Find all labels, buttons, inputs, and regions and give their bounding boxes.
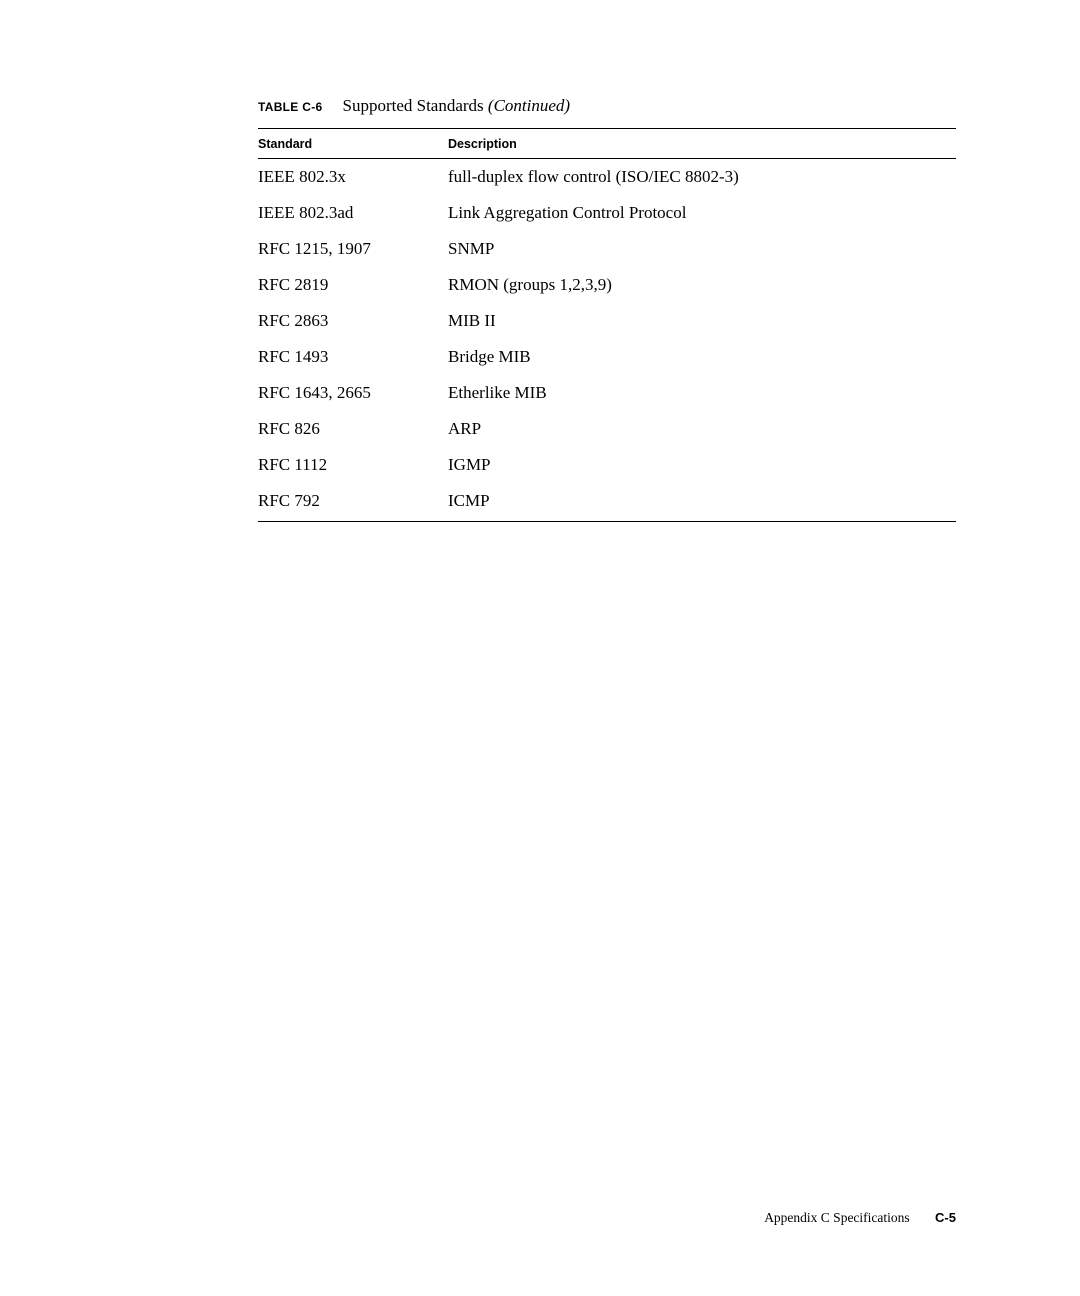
- table-row: RFC 1493 Bridge MIB: [258, 339, 956, 375]
- table-title-continued: (Continued): [488, 96, 570, 115]
- cell-standard: RFC 1215, 1907: [258, 231, 448, 267]
- table-row: IEEE 802.3x full-duplex flow control (IS…: [258, 159, 956, 196]
- cell-standard: RFC 1112: [258, 447, 448, 483]
- table-row: RFC 1112 IGMP: [258, 447, 956, 483]
- cell-description: SNMP: [448, 231, 956, 267]
- table-label: TABLE C-6: [258, 100, 322, 114]
- cell-standard: RFC 826: [258, 411, 448, 447]
- cell-description: IGMP: [448, 447, 956, 483]
- table-row: IEEE 802.3ad Link Aggregation Control Pr…: [258, 195, 956, 231]
- cell-description: full-duplex flow control (ISO/IEC 8802-3…: [448, 159, 956, 196]
- cell-standard: IEEE 802.3x: [258, 159, 448, 196]
- page-content: TABLE C-6 Supported Standards (Continued…: [0, 0, 1080, 522]
- cell-description: ICMP: [448, 483, 956, 522]
- table-header-row: Standard Description: [258, 129, 956, 159]
- cell-description: ARP: [448, 411, 956, 447]
- cell-description: RMON (groups 1,2,3,9): [448, 267, 956, 303]
- cell-standard: RFC 792: [258, 483, 448, 522]
- cell-standard: RFC 2819: [258, 267, 448, 303]
- col-header-standard: Standard: [258, 129, 448, 159]
- table-row: RFC 2863 MIB II: [258, 303, 956, 339]
- table-title-main: Supported Standards: [342, 96, 487, 115]
- col-header-description: Description: [448, 129, 956, 159]
- page-footer: Appendix C Specifications C-5: [764, 1210, 956, 1226]
- table-row: RFC 792 ICMP: [258, 483, 956, 522]
- cell-description: Etherlike MIB: [448, 375, 956, 411]
- table-caption: TABLE C-6 Supported Standards (Continued…: [258, 96, 956, 116]
- table-row: RFC 826 ARP: [258, 411, 956, 447]
- cell-standard: RFC 1643, 2665: [258, 375, 448, 411]
- table-body: IEEE 802.3x full-duplex flow control (IS…: [258, 159, 956, 522]
- cell-standard: IEEE 802.3ad: [258, 195, 448, 231]
- standards-table: Standard Description IEEE 802.3x full-du…: [258, 128, 956, 522]
- cell-description: Bridge MIB: [448, 339, 956, 375]
- footer-page-number: C-5: [935, 1210, 956, 1225]
- cell-description: MIB II: [448, 303, 956, 339]
- table-row: RFC 1215, 1907 SNMP: [258, 231, 956, 267]
- footer-appendix-text: Appendix C Specifications: [764, 1210, 909, 1225]
- cell-description: Link Aggregation Control Protocol: [448, 195, 956, 231]
- table-row: RFC 2819 RMON (groups 1,2,3,9): [258, 267, 956, 303]
- table-row: RFC 1643, 2665 Etherlike MIB: [258, 375, 956, 411]
- cell-standard: RFC 2863: [258, 303, 448, 339]
- cell-standard: RFC 1493: [258, 339, 448, 375]
